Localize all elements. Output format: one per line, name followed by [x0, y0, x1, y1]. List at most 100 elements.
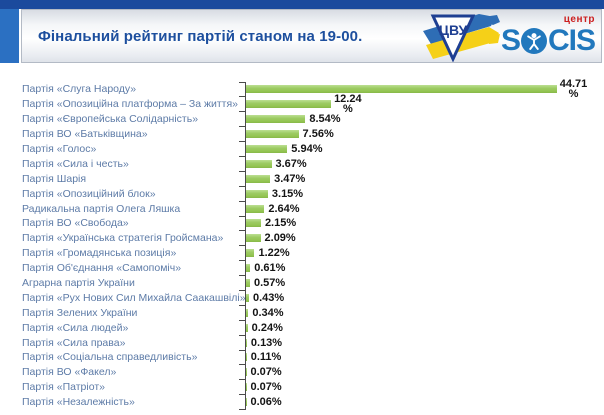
party-label: Партія Шарія — [22, 172, 87, 185]
party-label: Партія Зелених України — [22, 306, 138, 319]
bar-area: 0.43% — [239, 290, 604, 306]
person-circle-icon — [520, 28, 547, 54]
center-label: центр — [563, 14, 595, 25]
chart-row: Партія Зелених України 0.34% — [0, 305, 604, 321]
page-title: Фінальний рейтинг партій станом на 19-00… — [38, 27, 363, 45]
bar — [246, 115, 306, 124]
bar — [246, 338, 247, 347]
value-label: 0.11% — [250, 351, 282, 364]
bar — [246, 234, 261, 243]
party-label: Партія Об'єднання «Самопоміч» — [22, 262, 182, 275]
party-rating-bar-chart: Партія «Слуга Народу» 44.71% Партія «Опози… — [0, 77, 604, 410]
bar — [246, 85, 557, 94]
chart-row: Партія «Соціальна справедливість» 0.11% — [0, 350, 604, 366]
brand-wordmark: центр S CIS — [501, 14, 596, 57]
bar-area: 0.61% — [239, 260, 604, 276]
party-label: Партія «Громадянська позиція» — [22, 247, 177, 260]
party-label: Партія «Голос» — [22, 143, 97, 155]
party-label: Партія ВО «Факел» — [22, 366, 117, 379]
bar — [246, 293, 249, 302]
chart-row: Партія «Слуга Народу» 44.71% — [0, 77, 604, 101]
bar — [246, 145, 288, 153]
brand-suffix: CIS — [547, 24, 596, 57]
party-label: Партія «Сила права» — [22, 336, 126, 349]
party-label: Партія ВО «Батьківщина» — [22, 128, 148, 141]
bar-area: 0.34% — [239, 305, 604, 321]
chart-row: Партія «Голос» 5.94% — [0, 141, 604, 157]
bar — [246, 130, 299, 139]
bar — [246, 368, 247, 377]
chart-row: Партія «Патріот» 0.07% — [0, 379, 604, 396]
party-label: Партія «Незалежність» — [22, 396, 135, 409]
value-label: 0.06% — [250, 396, 282, 409]
socis-logo: ЦВУ центр S CIS — [421, 10, 596, 62]
bar-area: 2.09% — [239, 230, 604, 247]
party-label: Партія «Патріот» — [22, 381, 105, 394]
party-label: Партія «Рух Нових Сил Михайла Саакашвілі… — [22, 291, 245, 304]
chart-row: Партія «Опозиційний блок» 3.15% — [0, 186, 604, 202]
chart-row: Партія «Громадянська позиція» 1.22% — [0, 245, 604, 262]
chart-row: Партія «Сила і честь» 3.67% — [0, 156, 604, 172]
bar-area: 7.56% — [239, 126, 604, 142]
chart-row: Партія «Незалежність» 0.06% — [0, 394, 604, 410]
chart-row: Партія ВО «Свобода» 2.15% — [0, 216, 604, 232]
value-label: 0.07% — [250, 366, 282, 379]
bar — [246, 279, 250, 288]
party-label: Радикальна партія Олега Ляшка — [22, 202, 181, 215]
chart-row: Радикальна партія Олега Ляшка 2.64% — [0, 201, 604, 217]
left-accent-stripe — [0, 9, 19, 63]
value-label: 7.56% — [302, 128, 334, 141]
value-label: 0.57% — [253, 277, 286, 290]
bar-area: 12.24% — [239, 92, 604, 116]
chart-row: Партія «Рух Нових Сил Михайла Саакашвілі… — [0, 290, 604, 306]
bar — [246, 249, 255, 258]
bar-area: 3.47% — [239, 171, 604, 187]
bar-area: 1.22% — [239, 245, 604, 262]
header: Фінальний рейтинг партій станом на 19-00… — [21, 9, 602, 63]
value-label: 1.22% — [258, 247, 290, 260]
chart-row: Партія ВО «Батьківщина» 7.56% — [0, 126, 604, 142]
value-label: 0.07% — [250, 381, 282, 394]
value-label: 0.61% — [254, 262, 286, 275]
party-label: Партія «Сила людей» — [22, 321, 129, 334]
party-label: Партія «Європейська Солідарність» — [22, 113, 199, 126]
value-label: 12.24% — [334, 92, 362, 116]
bar — [246, 353, 247, 362]
chart-row: Партія «Сила права» 0.13% — [0, 335, 604, 351]
bar-area: 0.24% — [239, 320, 604, 336]
value-label: 0.24% — [251, 321, 283, 334]
bar-area: 2.64% — [239, 201, 604, 217]
party-label: Партія «Слуга Народу» — [22, 83, 137, 96]
value-label: 44.71% — [559, 77, 588, 101]
value-label: 8.54% — [309, 113, 341, 126]
bar — [246, 398, 247, 407]
value-label: 0.13% — [250, 336, 283, 349]
value-label: 3.47% — [274, 172, 306, 185]
chart-row: Партія ВО «Факел» 0.07% — [0, 364, 604, 381]
bar-area: 5.94% — [239, 141, 604, 157]
value-label: 0.34% — [252, 306, 284, 319]
bar-area: 0.11% — [239, 350, 604, 366]
party-label: Партія ВО «Свобода» — [22, 217, 129, 230]
value-label: 3.15% — [271, 187, 304, 200]
flag-triangle-icon: ЦВУ — [422, 14, 500, 62]
bar-area: 0.57% — [239, 275, 604, 291]
bar-area: 2.15% — [239, 216, 604, 232]
value-label: 2.09% — [264, 232, 296, 245]
chart-row: Аграрна партія України 0.57% — [0, 275, 604, 291]
chart-row: Партія «Українська стратегія Гройсмана» 2… — [0, 230, 604, 247]
value-label: 2.15% — [264, 217, 297, 230]
bar-area: 8.54% — [239, 111, 604, 128]
bar — [246, 264, 251, 273]
value-label: 2.64% — [268, 202, 300, 215]
party-label: Партія «Опозиційний блок» — [22, 187, 156, 200]
chart-row: Партія «Опозиційна платформа – За життя»… — [0, 92, 604, 116]
bar-area: 3.15% — [239, 186, 604, 202]
bar — [246, 159, 272, 168]
chart-row: Партія Шарія 3.47% — [0, 171, 604, 187]
bar — [246, 204, 265, 213]
chart-row: Партія Об'єднання «Самопоміч» 0.61% — [0, 260, 604, 276]
bar-area: 0.06% — [239, 394, 604, 410]
top-accent-bar — [0, 0, 604, 9]
